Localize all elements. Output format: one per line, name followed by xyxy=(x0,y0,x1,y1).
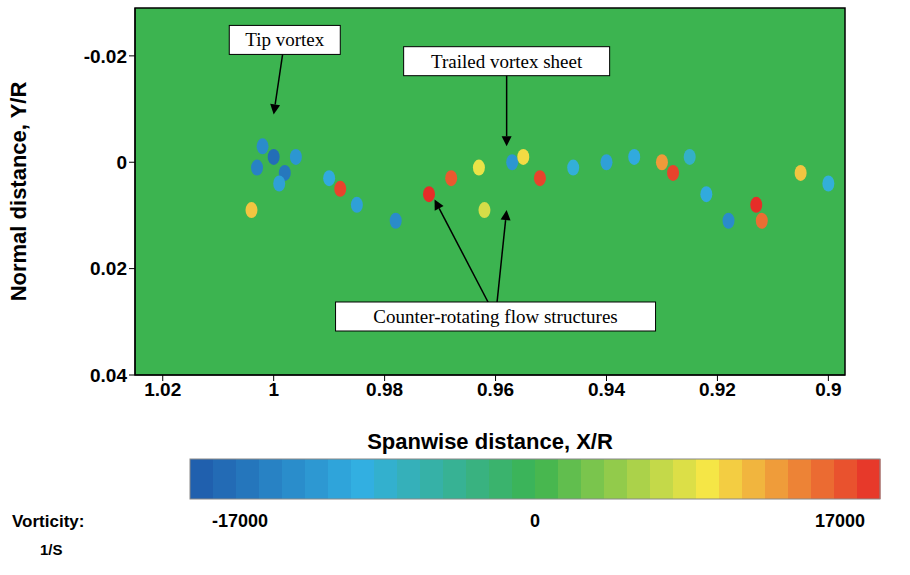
svg-text:Spanwise distance, X/R: Spanwise distance, X/R xyxy=(367,429,613,454)
svg-text:Tip vortex: Tip vortex xyxy=(245,29,325,50)
svg-text:0: 0 xyxy=(530,511,540,531)
svg-text:1.02: 1.02 xyxy=(144,379,181,400)
svg-text:0.96: 0.96 xyxy=(477,379,514,400)
svg-text:17000: 17000 xyxy=(815,511,865,531)
svg-text:0.94: 0.94 xyxy=(588,379,625,400)
svg-text:1: 1 xyxy=(268,379,279,400)
svg-text:0.04: 0.04 xyxy=(90,365,127,386)
svg-text:Normal distance, Y/R: Normal distance, Y/R xyxy=(6,82,31,302)
svg-text:1/S: 1/S xyxy=(40,541,63,558)
svg-text:0.92: 0.92 xyxy=(699,379,736,400)
svg-text:0: 0 xyxy=(116,152,127,173)
svg-text:Trailed vortex sheet: Trailed vortex sheet xyxy=(431,51,583,72)
svg-text:Counter-rotating flow structur: Counter-rotating flow structures xyxy=(373,306,617,327)
svg-text:-17000: -17000 xyxy=(212,511,268,531)
svg-text:0.02: 0.02 xyxy=(90,258,127,279)
svg-text:0.98: 0.98 xyxy=(366,379,403,400)
svg-text:0.9: 0.9 xyxy=(815,379,841,400)
svg-text:-0.02: -0.02 xyxy=(84,46,127,67)
svg-text:Vorticity:: Vorticity: xyxy=(12,512,84,531)
